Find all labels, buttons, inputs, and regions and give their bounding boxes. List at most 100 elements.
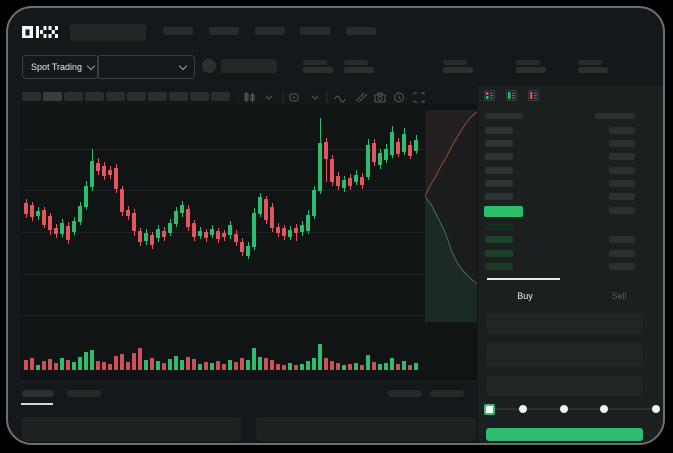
volume-bar [48,359,52,370]
ask-price-skeleton[interactable] [485,140,513,147]
candle-wick [325,138,327,182]
volume-bar [366,355,370,370]
timeframe-slot[interactable] [85,92,104,101]
stat-label-skeleton [443,60,467,65]
candle-body [156,229,160,238]
volume-bar [336,363,340,370]
buy-submit-button[interactable] [486,428,643,441]
last-price-pill[interactable] [484,206,523,217]
pair-selector-dropdown[interactable] [97,55,195,79]
volume-bar [150,358,154,370]
volume-bar [360,365,364,370]
nav-item[interactable] [255,27,285,35]
ask-price-skeleton[interactable] [485,193,513,200]
bid-price-skeleton[interactable] [485,236,513,243]
timeframe-slot[interactable] [169,92,188,101]
ask-price-skeleton[interactable] [485,127,513,134]
gridline [22,190,424,191]
orderbook-header-amount [595,113,635,119]
volume-bar [60,358,64,370]
bid-price-skeleton[interactable] [485,250,513,257]
bottom-tab-active[interactable] [22,390,54,397]
tab-sell[interactable]: Sell [572,286,663,302]
volume-bar [270,360,274,370]
volume-bar [258,357,262,370]
screen: Spot Trading [8,8,663,443]
nav-item[interactable] [346,27,376,35]
bid-amount-skeleton [609,236,635,243]
chevron-down-icon [311,95,319,100]
volume-bar [24,360,28,370]
timeframe-slot[interactable] [22,92,41,101]
candle-body [216,231,220,239]
order-input-skeleton[interactable] [486,313,643,333]
candle-body [378,153,382,165]
bottom-tab[interactable] [67,390,101,397]
orderbook-view-split[interactable] [484,90,495,101]
nav-item[interactable] [163,27,193,35]
gridline [22,232,424,233]
nav-item[interactable] [209,27,239,35]
orderbook-view-bids[interactable] [506,90,517,101]
candle-body [312,190,316,216]
candle-body [96,163,100,171]
gridline [22,149,424,150]
volume-bar [138,348,142,370]
market-type-label: Spot Trading [31,62,83,72]
timeframe-slot[interactable] [106,92,125,101]
amount-slider-track[interactable] [489,408,656,410]
gridline [22,274,424,275]
orderbook-view-asks[interactable] [528,90,539,101]
stat-label-skeleton [344,60,368,65]
candle-body [222,233,226,237]
order-input-skeleton[interactable] [486,375,643,396]
timeframe-slot[interactable] [211,92,230,101]
bottom-chip[interactable] [430,390,464,397]
tab-buy[interactable]: Buy [478,286,572,302]
timeframe-slot[interactable] [190,92,209,101]
timeframe-slot[interactable] [64,92,83,101]
candle-body [48,216,52,230]
volume-bar [324,358,328,370]
candle-body [336,176,340,186]
ask-price-skeleton[interactable] [485,167,513,174]
volume-bar [156,361,160,370]
nav-item[interactable] [300,27,330,35]
timeframe-slot[interactable] [148,92,167,101]
volume-bar [288,363,292,370]
volume-bar [186,357,190,370]
slider-marker[interactable] [519,405,527,413]
slider-marker[interactable] [484,404,495,415]
volume-bar [246,360,250,370]
ask-price-skeleton[interactable] [485,180,513,187]
gridline [22,315,424,316]
volume-bar [84,352,88,370]
search-input[interactable] [70,24,146,41]
timeframe-slot[interactable] [127,92,146,101]
stat-label-skeleton [578,60,602,65]
bid-price-skeleton[interactable] [485,223,513,230]
camera-icon [374,92,386,103]
market-type-dropdown[interactable]: Spot Trading [22,55,99,79]
candle-body [294,228,298,233]
volume-bar [342,365,346,370]
candle-body [114,168,118,189]
order-input-skeleton[interactable] [486,342,643,367]
bottom-panel-left [22,417,241,441]
slider-marker[interactable] [560,405,568,413]
okx-logo[interactable] [22,25,58,39]
bottom-chip[interactable] [388,390,422,397]
candle-body [144,233,148,241]
candle-body [330,159,334,182]
slider-marker[interactable] [600,405,608,413]
bottom-divider [20,381,477,382]
volume-bar [216,361,220,370]
candle-body [408,145,412,156]
timeframe-slot[interactable] [43,92,62,101]
bid-price-skeleton[interactable] [485,263,513,270]
candle-body [288,230,292,237]
fullscreen-icon [413,92,425,103]
slider-marker[interactable] [652,405,660,413]
candle-body [270,207,274,228]
ask-price-skeleton[interactable] [485,153,513,160]
